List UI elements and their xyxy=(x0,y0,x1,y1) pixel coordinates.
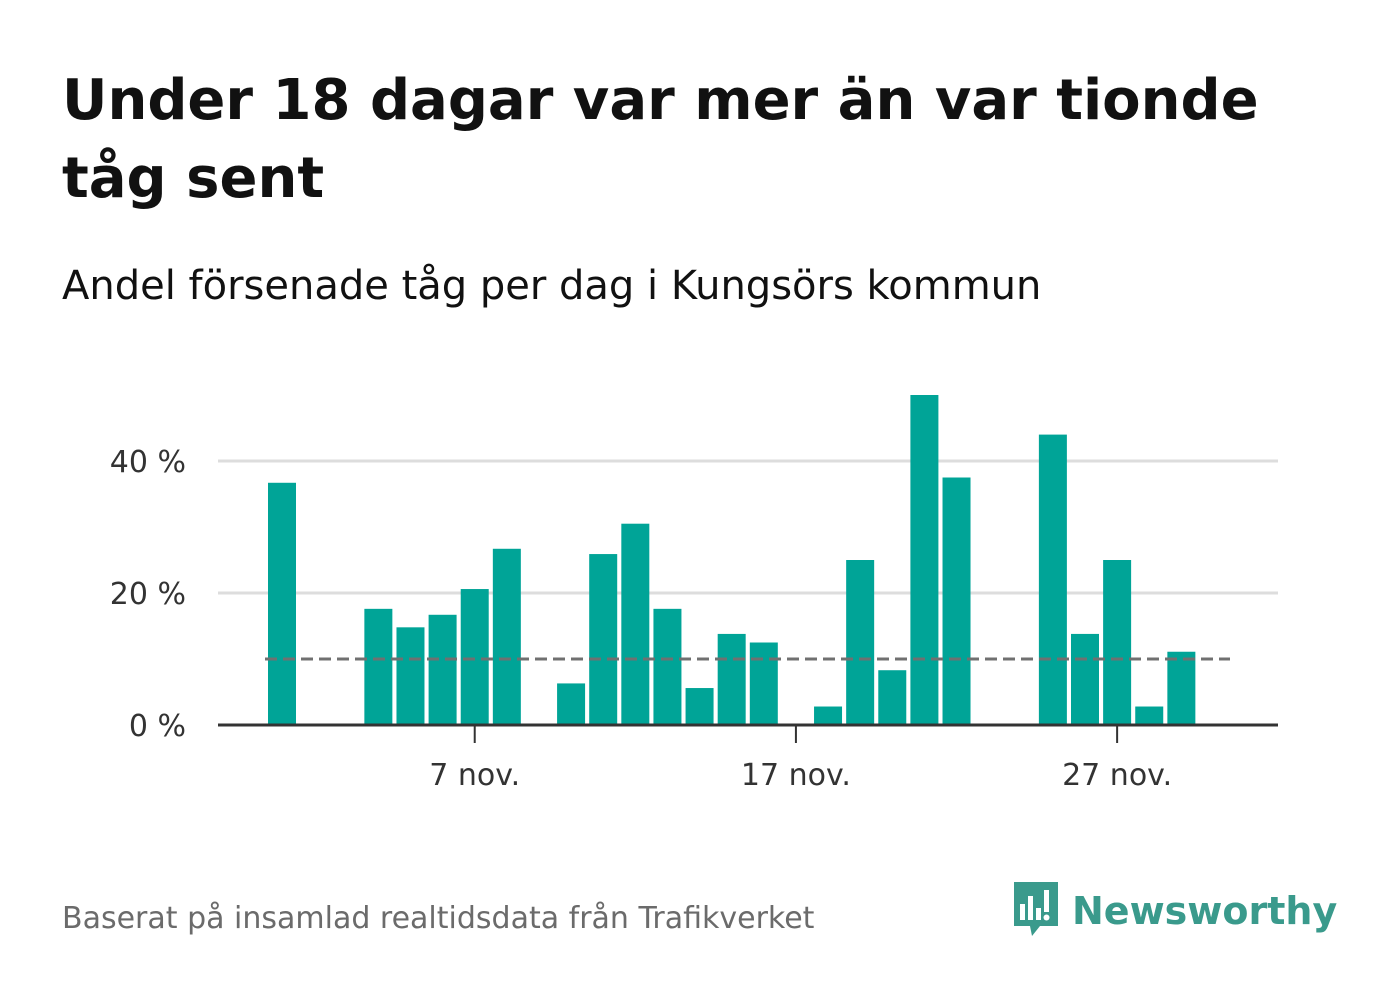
bar xyxy=(1103,560,1132,725)
bar xyxy=(878,670,907,725)
bar xyxy=(1038,434,1067,725)
bar xyxy=(685,688,714,725)
bar-chart: 0 % 20 % 40 % 7 nov. 17 nov. 27 nov. xyxy=(110,395,1278,793)
bar xyxy=(814,706,843,725)
bar xyxy=(396,627,425,725)
chart-subtitle: Andel försenade tåg per dag i Kungsörs k… xyxy=(62,263,1042,309)
bar xyxy=(653,608,682,725)
bar xyxy=(846,560,875,725)
bar xyxy=(460,589,489,725)
source-note: Baserat på insamlad realtidsdata från Tr… xyxy=(62,901,815,936)
bar xyxy=(717,633,746,725)
y-axis-tick-labels: 0 % 20 % 40 % xyxy=(110,445,186,744)
x-axis xyxy=(218,723,1278,743)
newsworthy-chart-bubble-icon xyxy=(1010,878,1062,944)
bar xyxy=(749,642,778,725)
y-tick-label: 20 % xyxy=(110,577,186,612)
bar xyxy=(428,614,457,725)
bar xyxy=(1135,706,1164,725)
bars xyxy=(268,395,1196,725)
bar xyxy=(492,548,521,725)
x-axis-tick-labels: 7 nov. 17 nov. 27 nov. xyxy=(429,758,1172,793)
bar xyxy=(1167,651,1196,725)
bar xyxy=(364,608,393,725)
x-tick-label: 27 nov. xyxy=(1062,758,1172,793)
y-tick-label: 40 % xyxy=(110,445,186,480)
bar xyxy=(1071,633,1099,725)
bar xyxy=(557,683,586,725)
x-tick-label: 17 nov. xyxy=(741,758,851,793)
gridlines xyxy=(218,459,1278,595)
bar xyxy=(621,523,650,725)
bar xyxy=(910,395,939,725)
bar xyxy=(942,477,971,725)
bar xyxy=(268,482,296,725)
brand-name: Newsworthy xyxy=(1072,889,1338,933)
bar xyxy=(589,554,618,725)
chart-title: Under 18 dagar var mer än var tionde tåg… xyxy=(62,68,1259,211)
y-tick-label: 0 % xyxy=(129,709,186,744)
newsworthy-logo: Newsworthy xyxy=(1010,878,1337,944)
x-tick-label: 7 nov. xyxy=(429,758,520,793)
